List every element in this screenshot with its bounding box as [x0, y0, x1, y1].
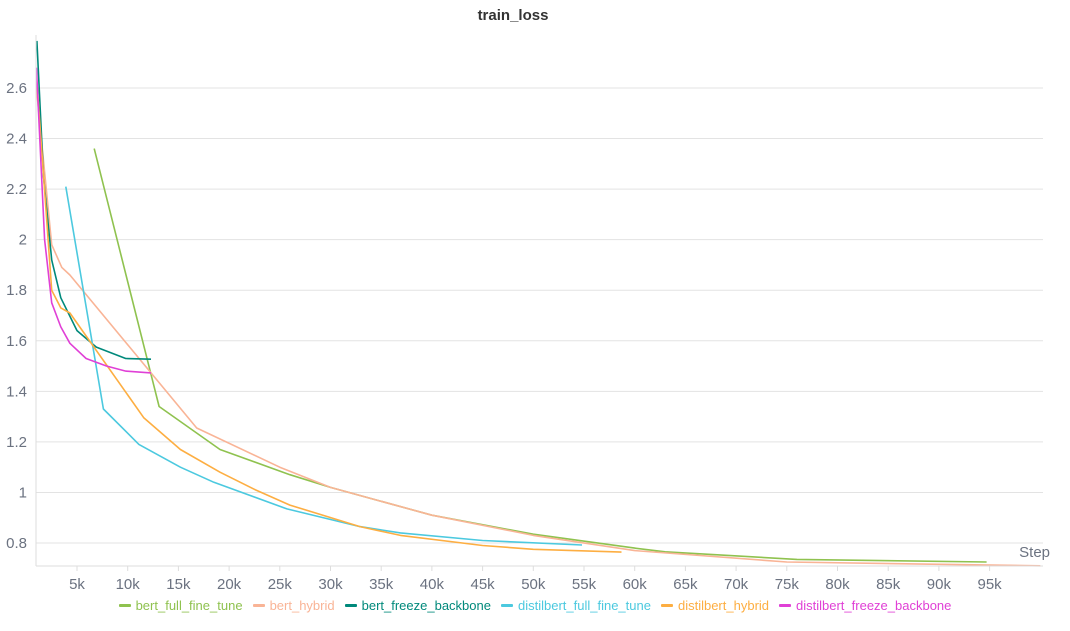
y-tick-label: 2.2 — [6, 181, 27, 198]
legend-swatch — [344, 604, 357, 607]
legend-swatch — [779, 604, 792, 607]
x-tick-label: 60k — [623, 576, 648, 593]
series-line-bert-hybrid — [35, 87, 1041, 567]
x-tick-label: 50k — [521, 576, 546, 593]
legend-label: bert_freeze_backbone — [361, 598, 491, 613]
x-tick-label: 70k — [724, 576, 749, 593]
x-tick-label: 30k — [318, 576, 343, 593]
y-tick-label: 2 — [19, 232, 27, 249]
x-tick-label: 40k — [420, 576, 445, 593]
legend-item-bert-freeze-backbone[interactable]: bert_freeze_backbone — [344, 598, 491, 613]
legend-swatch — [252, 604, 265, 607]
x-tick-label: 95k — [978, 576, 1003, 593]
legend-swatch — [660, 604, 673, 607]
legend-item-bert-full-fine-tune[interactable]: bert_full_fine_tune — [118, 598, 243, 613]
legend-label: distilbert_full_fine_tune — [517, 598, 651, 613]
x-axis-ticks: 5k 10k 15k 20k 25k 30k 35k 40k 45k 50k 55k 60k 65k 70… — [69, 566, 1002, 593]
x-tick-label: 65k — [673, 576, 698, 593]
legend-swatch — [500, 604, 513, 607]
y-axis-ticks: 0.8 1 1.2 1.4 1.6 1.8 2 2.2 2.4 2.6 — [6, 80, 27, 552]
y-tick-label: 1 — [19, 484, 27, 501]
x-tick-label: 15k — [166, 576, 191, 593]
legend-label: bert_full_fine_tune — [135, 598, 243, 613]
legend: bert_full_fine_tune bert_hybrid bert_freez… — [0, 595, 1070, 613]
legend-label: distilbert_hybrid — [677, 598, 770, 613]
x-tick-label: 90k — [927, 576, 952, 593]
y-tick-label: 0.8 — [6, 535, 27, 552]
legend-label: distilbert_freeze_backbone — [796, 598, 952, 613]
legend-item-distilbert-full-fine-tune[interactable]: distilbert_full_fine_tune — [500, 598, 651, 613]
x-tick-label: 55k — [572, 576, 597, 593]
series-line-distilbert-hybrid — [35, 75, 622, 553]
y-tick-label: 1.6 — [6, 333, 27, 350]
x-tick-label: 25k — [268, 576, 293, 593]
legend-swatch — [118, 604, 131, 607]
x-axis-label: Step — [1019, 544, 1050, 561]
legend-item-distilbert-hybrid[interactable]: distilbert_hybrid — [660, 598, 770, 613]
x-tick-label: 75k — [775, 576, 800, 593]
x-tick-label: 35k — [369, 576, 394, 593]
legend-label: bert_hybrid — [269, 598, 335, 613]
y-tick-label: 1.4 — [6, 383, 27, 400]
grid — [36, 87, 1043, 544]
legend-item-distilbert-freeze-backbone[interactable]: distilbert_freeze_backbone — [779, 598, 951, 613]
x-tick-label: 5k — [69, 576, 85, 593]
series-line-distilbert-full-fine-tune — [65, 186, 583, 546]
series-lines — [35, 40, 1041, 567]
legend-item-bert-hybrid[interactable]: bert_hybrid — [252, 598, 335, 613]
x-tick-label: 45k — [471, 576, 496, 593]
x-tick-label: 20k — [217, 576, 242, 593]
series-line-bert-freeze-backbone — [36, 40, 152, 360]
y-tick-label: 1.8 — [6, 282, 27, 299]
series-line-distilbert-freeze-backbone — [35, 67, 152, 374]
series-line-bert-full-fine-tune — [93, 148, 987, 563]
y-tick-label: 2.6 — [6, 80, 27, 97]
y-tick-label: 1.2 — [6, 434, 27, 451]
y-tick-label: 2.4 — [6, 131, 27, 148]
x-tick-label: 10k — [116, 576, 141, 593]
chart-title: train_loss — [478, 7, 549, 24]
x-tick-label: 80k — [825, 576, 850, 593]
x-tick-label: 85k — [876, 576, 901, 593]
